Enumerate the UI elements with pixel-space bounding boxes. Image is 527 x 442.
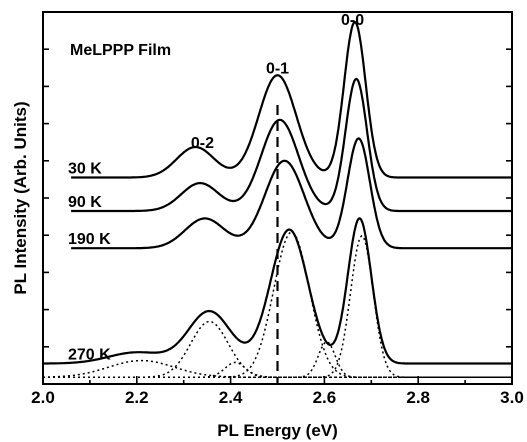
peak-label: 0-1 (266, 60, 289, 77)
series-label: 90 K (68, 194, 102, 211)
x-tick-label: 2.8 (406, 388, 430, 407)
x-tick-label: 3.0 (500, 388, 524, 407)
series-label: 190 K (68, 231, 111, 248)
series-labels: 30 K 90 K 190 K 270 K (68, 161, 111, 364)
x-axis-label: PL Energy (eV) (217, 421, 338, 440)
spectrum-line (71, 137, 512, 250)
sample-annotation: MeLPPP Film (70, 42, 171, 59)
spectrum-line (71, 21, 512, 179)
series-label: 270 K (68, 347, 111, 364)
spectrum-line (71, 77, 512, 213)
x-tick-label: 2.6 (313, 388, 337, 407)
peak-label: 0-0 (341, 12, 364, 29)
y-axis-label: PL Intensity (Arb. Units) (11, 101, 30, 294)
x-ticks: 2.0 2.2 2.4 2.6 2.8 3.0 (31, 376, 524, 407)
component-line (43, 235, 512, 379)
peak-labels: 0-0 0-1 0-2 (191, 12, 364, 152)
labels: MeLPPP Film PL Energy (eV) PL Intensity … (11, 42, 338, 440)
x-tick-label: 2.0 (31, 388, 55, 407)
series-label: 30 K (68, 161, 102, 178)
component-curves (43, 231, 512, 379)
peak-label: 0-2 (191, 135, 214, 152)
axes: 2.0 2.2 2.4 2.6 2.8 3.0 (31, 11, 524, 407)
x-tick-label: 2.2 (125, 388, 149, 407)
y-ticks (43, 48, 512, 348)
x-tick-label: 2.4 (219, 388, 243, 407)
